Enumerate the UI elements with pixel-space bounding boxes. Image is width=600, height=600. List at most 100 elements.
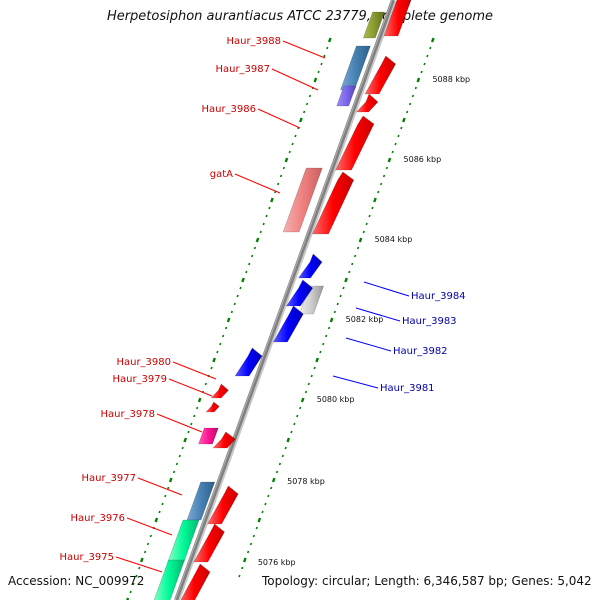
scale-label: 5086 kbp	[404, 155, 442, 164]
gene-haur-3983	[285, 279, 314, 307]
gene-haur-3986-fwd	[355, 93, 379, 113]
major-tick	[270, 197, 274, 203]
minor-tick	[327, 326, 331, 330]
major-tick	[154, 517, 159, 523]
major-tick	[358, 237, 363, 243]
gene-label: Haur_3984	[411, 291, 466, 302]
gene-haur-3981	[234, 347, 263, 377]
minor-tick	[246, 550, 250, 554]
accession-label: Accession:	[8, 574, 72, 588]
topology-label: Topology:	[262, 574, 319, 588]
gene-haur-3987-fwd	[364, 55, 397, 95]
accession-info: Accession: NC_009972	[8, 574, 144, 588]
major-tick	[284, 157, 289, 163]
accession-value: NC_009972	[75, 574, 145, 588]
major-tick	[183, 437, 188, 443]
minor-tick	[380, 182, 383, 186]
gene-haur-3987	[340, 45, 371, 91]
genome-backbone	[174, 0, 397, 600]
minor-tick	[248, 262, 251, 266]
major-tick	[257, 517, 262, 523]
major-tick	[197, 397, 202, 403]
backbone-line	[174, 0, 395, 600]
gene-haur-3978-mag	[198, 427, 219, 445]
leader-line	[271, 68, 319, 91]
minor-tick	[264, 502, 267, 506]
gene-haur-3978	[212, 431, 236, 449]
scale-label: 5088 kbp	[432, 75, 470, 84]
minor-tick	[275, 470, 279, 474]
gene-haur-3982	[272, 305, 304, 343]
minor-tick	[290, 430, 293, 434]
minor-tick	[307, 382, 310, 386]
olive-gene-top	[362, 11, 386, 39]
major-tick	[271, 477, 276, 483]
minor-tick	[296, 414, 299, 418]
minor-tick	[149, 534, 152, 538]
minor-tick	[175, 462, 179, 466]
gene-label: Haur_3986	[201, 104, 256, 115]
major-tick	[313, 77, 318, 83]
minor-tick	[284, 446, 287, 450]
minor-tick	[420, 70, 423, 74]
minor-tick	[259, 230, 262, 234]
leader-line	[234, 173, 281, 194]
scale-label: 5076 kbp	[258, 558, 296, 567]
major-tick	[255, 237, 260, 243]
major-tick	[126, 597, 130, 600]
leader-line	[168, 378, 213, 397]
minor-tick	[193, 414, 196, 418]
minor-tick	[216, 350, 219, 354]
major-tick	[402, 117, 406, 123]
minor-tick	[187, 430, 190, 434]
major-tick	[226, 317, 231, 323]
minor-tick	[351, 262, 354, 266]
backbone-highlight	[174, 0, 393, 600]
minor-tick	[277, 182, 280, 186]
leader-line	[345, 337, 392, 352]
minor-tick	[224, 326, 228, 330]
scale-label: 5082 kbp	[346, 315, 384, 324]
major-tick	[286, 437, 291, 443]
genome-summary: Topology: circular; Length: 6,346,587 bp…	[262, 574, 592, 588]
minor-tick	[322, 342, 325, 346]
minor-tick	[172, 470, 176, 474]
gene-haur-3984	[297, 253, 323, 279]
minor-tick	[158, 510, 161, 514]
genes-value: 5,042	[557, 574, 592, 588]
leader-line	[172, 361, 217, 380]
minor-tick	[236, 294, 239, 298]
gene-label: Haur_3988	[226, 36, 281, 47]
minor-tick	[250, 254, 254, 258]
leader-line	[332, 375, 379, 389]
minor-tick	[406, 110, 409, 114]
gene-haur-3983-grey	[299, 285, 325, 315]
minor-tick	[348, 270, 351, 274]
minor-tick	[245, 270, 248, 274]
leader-line	[126, 517, 173, 536]
minor-tick	[382, 174, 386, 178]
gene-label: Haur_3981	[380, 383, 435, 394]
minor-tick	[135, 574, 138, 578]
major-tick	[242, 557, 247, 563]
minor-tick	[313, 366, 316, 370]
minor-tick	[253, 246, 257, 250]
gene-haur-3979	[205, 401, 220, 413]
minor-tick	[320, 62, 323, 66]
minor-tick	[279, 174, 283, 178]
minor-tick	[249, 542, 253, 546]
minor-tick	[278, 462, 282, 466]
gene-label: Haur_3978	[100, 409, 155, 420]
minor-tick	[255, 526, 258, 530]
minor-tick	[304, 390, 308, 394]
major-tick	[416, 77, 421, 83]
gene-haur-3986	[335, 115, 375, 171]
minor-tick	[294, 134, 297, 138]
minor-tick	[291, 142, 294, 146]
major-tick	[139, 557, 144, 563]
scale-label: 5078 kbp	[287, 477, 325, 486]
gene-features	[153, 0, 412, 600]
minor-tick	[241, 566, 244, 570]
